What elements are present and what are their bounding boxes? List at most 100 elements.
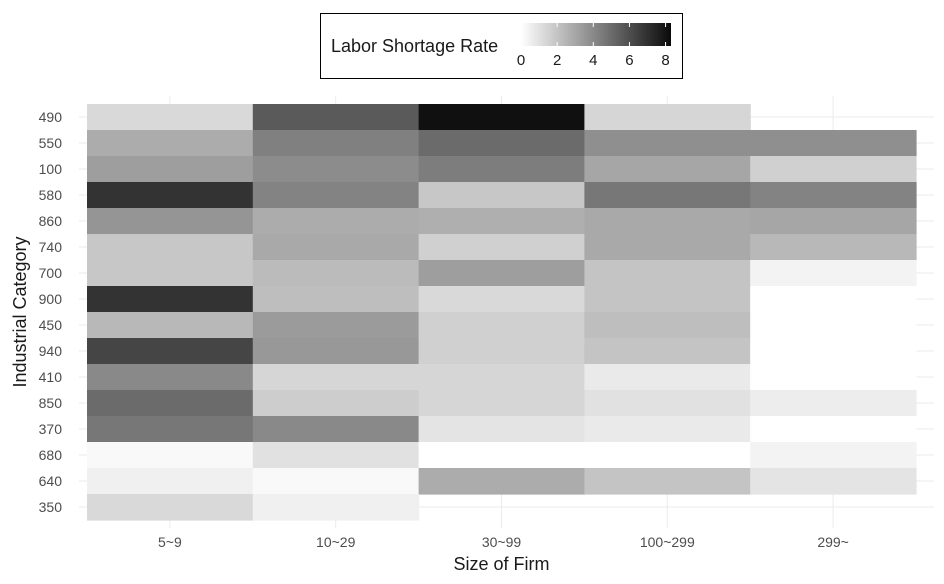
heatmap-cell <box>750 234 917 261</box>
y-tick-label: 740 <box>39 239 63 255</box>
y-tick-label: 550 <box>39 135 63 151</box>
heatmap-cell <box>87 286 254 313</box>
heatmap-cell <box>87 364 254 391</box>
legend-tick-label: 8 <box>661 52 670 69</box>
heatmap-cell <box>87 416 254 443</box>
y-tick-label: 490 <box>39 109 63 125</box>
legend-colorbar <box>521 23 671 46</box>
heatmap-cell <box>87 442 254 469</box>
x-axis-title: Size of Firm <box>453 554 549 574</box>
heatmap-cell <box>418 260 585 287</box>
legend-title: Labor Shortage Rate <box>331 36 499 56</box>
heatmap-cell <box>418 130 585 157</box>
heatmap-cell <box>418 234 585 261</box>
heatmap-cell <box>750 390 917 417</box>
heatmap-cell <box>87 390 254 417</box>
x-tick-label: 299~ <box>817 534 849 550</box>
x-tick-label: 5~9 <box>158 534 182 550</box>
heatmap-cell <box>252 104 420 131</box>
y-tick-label: 940 <box>39 343 63 359</box>
y-tick-label: 900 <box>39 291 63 307</box>
y-tick-label: 850 <box>39 395 63 411</box>
heatmap-cell <box>252 364 420 391</box>
y-tick-label: 700 <box>39 265 63 281</box>
x-tick-label: 30~99 <box>482 534 522 550</box>
heatmap-cell <box>87 104 254 131</box>
heatmap-cell <box>87 338 254 365</box>
heatmap-cell <box>584 286 751 313</box>
heatmap-cell <box>750 468 917 495</box>
legend-tick-label: 4 <box>589 52 598 69</box>
heatmap-cell <box>252 286 420 313</box>
heatmap-cell <box>87 494 254 521</box>
heatmap-cell <box>252 182 420 209</box>
y-tick-label: 370 <box>39 421 63 437</box>
heatmap-cell <box>418 338 585 365</box>
heatmap-cell <box>418 390 585 417</box>
heatmap-cell <box>252 312 420 339</box>
y-tick-label: 860 <box>39 213 63 229</box>
y-axis-title: Industrial Category <box>10 236 30 387</box>
heatmap-cell <box>750 442 917 469</box>
heatmap-cell <box>252 442 420 469</box>
heatmap-cell <box>584 234 751 261</box>
legend-tick-label: 0 <box>516 52 526 69</box>
heatmap-cell <box>584 312 751 339</box>
heatmap-cell <box>252 130 420 157</box>
heatmap-cell <box>87 468 254 495</box>
heatmap-cell <box>584 338 751 365</box>
legend-tick-label: 2 <box>552 52 562 69</box>
legend-tick-label: 6 <box>625 52 634 69</box>
y-tick-label: 450 <box>39 317 63 333</box>
heatmap-cell <box>418 442 585 469</box>
heatmap-cell <box>87 312 254 339</box>
heatmap-cell <box>750 182 917 209</box>
heatmap-cell <box>750 416 917 443</box>
y-tick-label: 680 <box>39 447 63 463</box>
y-tick-label: 410 <box>39 369 63 385</box>
heatmap-cell <box>418 416 585 443</box>
heatmap-cell <box>418 104 585 131</box>
heatmap-cell <box>252 260 420 287</box>
heatmap-cell <box>584 182 751 209</box>
heatmap-cell <box>584 208 751 235</box>
heatmap-cell <box>418 182 585 209</box>
heatmap-cell <box>418 312 585 339</box>
x-tick-label: 100~299 <box>640 534 695 550</box>
heatmap-cell <box>418 364 585 391</box>
heatmap-cell <box>584 468 751 495</box>
y-tick-label: 100 <box>39 161 63 177</box>
heatmap-cell <box>584 364 751 391</box>
heatmap-cell <box>750 338 917 365</box>
heatmap-cell <box>252 208 420 235</box>
heatmap-cell <box>87 260 254 287</box>
heatmap-cell <box>750 156 917 183</box>
heatmap-cell <box>584 156 751 183</box>
heatmap-cell <box>87 208 254 235</box>
heatmap-cell <box>584 130 751 157</box>
heatmap-cell <box>418 286 585 313</box>
heatmap-cell <box>584 390 751 417</box>
legend: Labor Shortage Rate 0 2 4 6 8 <box>320 13 683 79</box>
heatmap-cell <box>252 416 420 443</box>
heatmap-cell <box>87 156 254 183</box>
heatmap-cell <box>252 468 420 495</box>
heatmap-cell <box>87 130 254 157</box>
legend-gradient <box>521 23 671 46</box>
heatmap-cell <box>252 234 420 261</box>
heatmap-cell <box>252 494 420 521</box>
y-tick-label: 580 <box>39 187 63 203</box>
heatmap-cell <box>87 234 254 261</box>
heatmap-cell <box>750 312 917 339</box>
heatmap-cell <box>584 442 751 469</box>
heatmap-cell <box>87 182 254 209</box>
heatmap-cell <box>750 364 917 391</box>
heatmap-cell <box>750 286 917 313</box>
heatmap-cell <box>418 156 585 183</box>
heatmap-cell <box>252 338 420 365</box>
heatmap-cell <box>418 468 585 495</box>
heatmap-cell <box>584 104 751 131</box>
heatmap-cell <box>584 260 751 287</box>
heatmap-cell <box>418 208 585 235</box>
heatmap-cell <box>584 416 751 443</box>
